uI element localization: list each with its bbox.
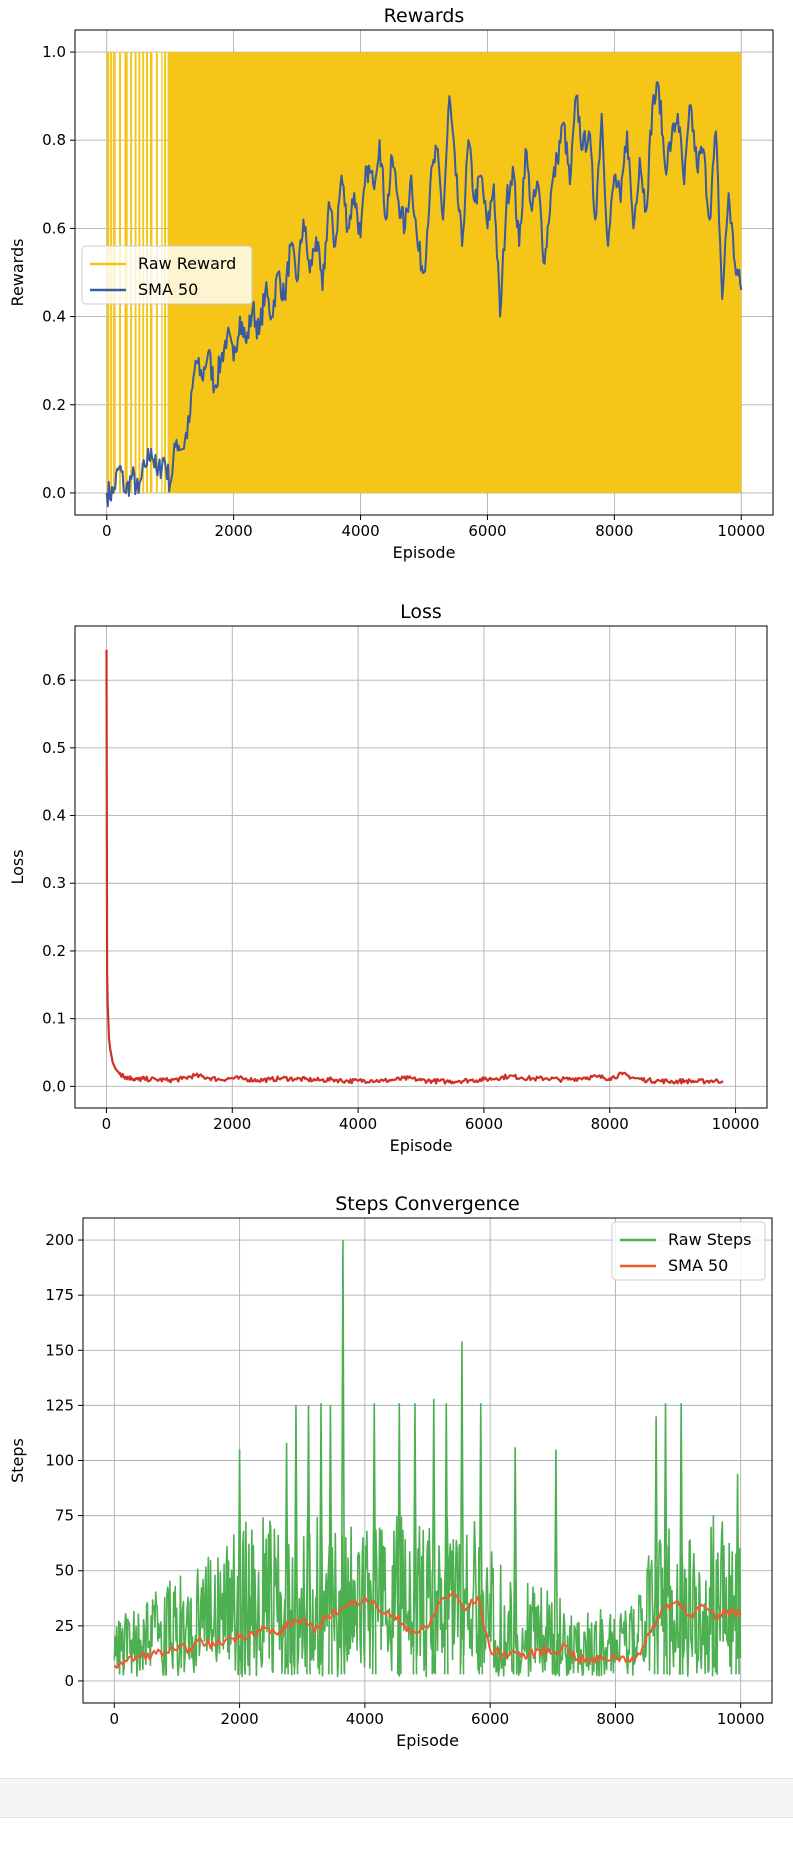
series-line-sma-50 xyxy=(113,1591,742,1669)
raw-steps-peak xyxy=(553,1449,559,1675)
x-tick-label: 0 xyxy=(110,1710,120,1728)
raw-steps-line xyxy=(113,1514,742,1678)
y-tick-label: 25 xyxy=(55,1617,74,1635)
legend-label: SMA 50 xyxy=(138,280,198,299)
raw-steps-peak xyxy=(328,1405,333,1675)
y-tick-label: 0.3 xyxy=(42,874,66,892)
raw-reward-band-7 xyxy=(167,52,742,493)
raw-steps-peak xyxy=(443,1403,449,1675)
x-tick-label: 2000 xyxy=(215,522,253,540)
y-tick-label: 0.1 xyxy=(42,1010,66,1028)
y-tick-label: 0.8 xyxy=(42,131,66,149)
y-tick-label: 0.0 xyxy=(42,1077,66,1095)
chart-title: Rewards xyxy=(384,5,465,27)
x-tick-label: 10000 xyxy=(712,1115,760,1133)
y-tick-label: 50 xyxy=(55,1562,74,1580)
y-tick-label: 0.2 xyxy=(42,942,66,960)
x-tick-label: 10000 xyxy=(717,1710,765,1728)
x-tick-label: 2000 xyxy=(220,1710,258,1728)
legend-label: Raw Steps xyxy=(668,1230,752,1249)
legend-label: Raw Reward xyxy=(138,254,236,273)
x-tick-label: 8000 xyxy=(596,1710,634,1728)
y-tick-label: 1.0 xyxy=(42,43,66,61)
x-tick-label: 0 xyxy=(102,1115,112,1133)
raw-steps-peak xyxy=(284,1442,289,1675)
plot-area xyxy=(105,649,724,1085)
x-tick-label: 0 xyxy=(102,522,112,540)
x-tick-label: 8000 xyxy=(595,522,633,540)
y-tick-label: 0.6 xyxy=(42,671,66,689)
y-tick-label: 150 xyxy=(45,1341,74,1359)
y-tick-label: 0.4 xyxy=(42,308,66,326)
plot-area xyxy=(113,1240,742,1678)
legend: Raw Steps SMA 50 xyxy=(611,1221,766,1281)
legend: Raw Reward SMA 50 xyxy=(81,245,253,305)
y-tick-label: 125 xyxy=(45,1396,74,1414)
x-tick-label: 6000 xyxy=(471,1710,509,1728)
chart-panel-3: 0 2000 4000 6000 8000 10000 0 25 50 75 100 125 150 17… xyxy=(8,1193,773,1750)
chart-panel-1: 0 2000 4000 6000 8000 10000 0.0 0.2 0.4 0.6 0.8 1.0… xyxy=(8,5,774,562)
raw-steps-peak xyxy=(735,1473,740,1675)
raw-steps-peak xyxy=(318,1403,324,1675)
x-tick-label: 2000 xyxy=(213,1115,251,1133)
y-tick-label: 200 xyxy=(45,1231,74,1249)
chart-title: Loss xyxy=(400,601,442,623)
x-tick-label: 4000 xyxy=(341,522,379,540)
raw-steps-peak xyxy=(512,1447,518,1675)
legend-label: SMA 50 xyxy=(668,1256,728,1275)
y-axis-label: Rewards xyxy=(8,239,27,307)
raw-steps-peak xyxy=(431,1398,437,1675)
x-tick-label: 6000 xyxy=(468,522,506,540)
x-tick-label: 4000 xyxy=(346,1710,384,1728)
x-axis-label: Episode xyxy=(396,1731,459,1750)
raw-steps-peak xyxy=(371,1403,377,1675)
y-tick-label: 0.0 xyxy=(42,484,66,502)
y-tick-label: 0 xyxy=(64,1672,74,1690)
y-tick-label: 75 xyxy=(55,1507,74,1525)
x-axis-label: Episode xyxy=(390,1136,453,1155)
bottom-scroll-strip xyxy=(0,1778,793,1818)
x-tick-label: 8000 xyxy=(591,1115,629,1133)
x-tick-label: 10000 xyxy=(717,522,765,540)
axes-frame xyxy=(74,625,768,1109)
axes-frame xyxy=(74,29,774,516)
chart-panel-2: 0 2000 4000 6000 8000 10000 0.0 0.1 0.2 0.3 0.4 0.5… xyxy=(8,601,768,1155)
y-tick-label: 0.4 xyxy=(42,807,66,825)
raw-steps-peak xyxy=(306,1405,311,1675)
raw-steps-peak xyxy=(653,1416,659,1675)
raw-steps-peak xyxy=(678,1403,684,1675)
y-tick-label: 0.5 xyxy=(42,739,66,757)
raw-steps-peak xyxy=(478,1403,484,1675)
chart-title: Steps Convergence xyxy=(335,1193,519,1215)
raw-steps-peak xyxy=(293,1405,299,1675)
x-axis-label: Episode xyxy=(393,543,456,562)
series-line-sma-50 xyxy=(105,81,743,508)
raw-steps-peak xyxy=(237,1449,242,1675)
y-axis-label: Loss xyxy=(8,849,27,884)
y-tick-label: 0.2 xyxy=(42,396,66,414)
x-tick-label: 4000 xyxy=(339,1115,377,1133)
raw-steps-peak xyxy=(412,1403,418,1675)
x-tick-label: 6000 xyxy=(465,1115,503,1133)
y-tick-label: 175 xyxy=(45,1286,74,1304)
raw-steps-peak xyxy=(396,1403,402,1675)
raw-steps-peak xyxy=(340,1240,346,1675)
y-axis-label: Steps xyxy=(8,1438,27,1483)
y-tick-label: 100 xyxy=(45,1452,74,1470)
raw-steps-peak xyxy=(663,1403,668,1675)
y-tick-label: 0.6 xyxy=(42,219,66,237)
series-line-loss xyxy=(105,649,724,1085)
